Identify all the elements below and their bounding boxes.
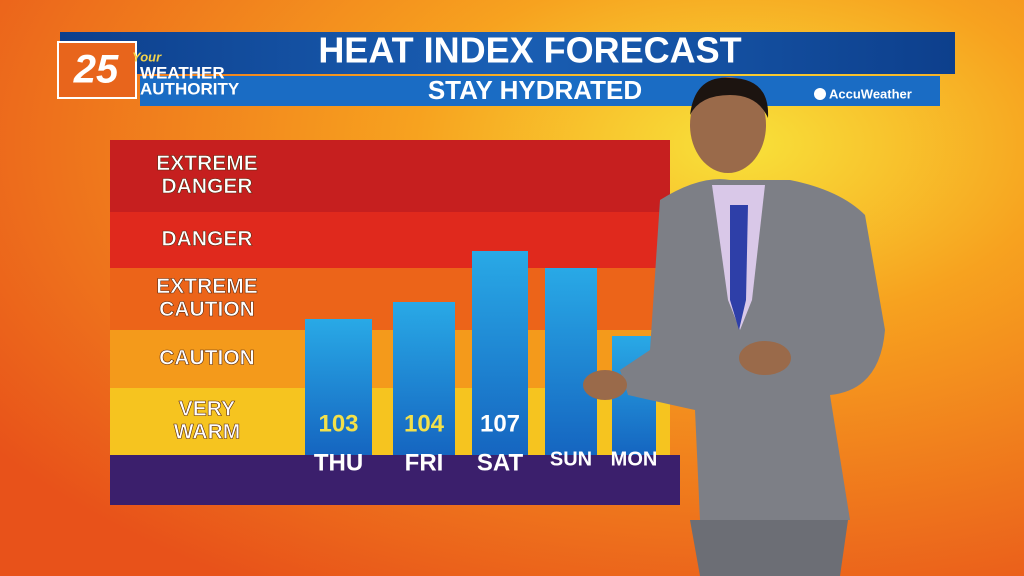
logo-line: AUTHORITY xyxy=(140,79,240,98)
bar xyxy=(393,302,455,455)
base xyxy=(110,455,680,505)
subtitle: STAY HYDRATED xyxy=(428,75,642,105)
band-label: EXTREME xyxy=(156,275,258,298)
bar xyxy=(545,268,597,455)
tie xyxy=(730,205,748,330)
presenter xyxy=(583,77,885,576)
band-label: EXTREME xyxy=(156,152,258,175)
logo-number: 25 xyxy=(73,48,119,92)
value-label: 107 xyxy=(480,410,520,437)
hand xyxy=(583,370,627,400)
x-tick-label: SUN xyxy=(550,448,592,470)
band-label: DANGER xyxy=(161,228,252,251)
trousers xyxy=(690,520,848,576)
hand xyxy=(739,341,791,375)
header-bar xyxy=(60,32,955,74)
x-tick-label: SAT xyxy=(477,449,524,476)
bar xyxy=(472,251,528,455)
band-label: CAUTION xyxy=(159,298,255,321)
band-label: DANGER xyxy=(161,175,252,198)
brand: AccuWeather xyxy=(829,86,912,101)
x-tick-label: MON xyxy=(611,448,658,470)
subheader-bar xyxy=(140,76,940,106)
title: HEAT INDEX FORECAST xyxy=(318,30,741,71)
hair xyxy=(690,77,769,118)
x-tick-label: THU xyxy=(314,449,363,476)
band-label: CAUTION xyxy=(159,347,255,370)
band-label: VERY xyxy=(179,398,235,421)
band-label: WARM xyxy=(174,421,241,444)
bar xyxy=(305,319,372,455)
value-label: 103 xyxy=(318,410,358,437)
chart: EXTREMEDANGERDANGEREXTREMECAUTIONCAUTION… xyxy=(110,140,680,505)
logo-line: WEATHER xyxy=(140,63,225,82)
logo-box xyxy=(57,41,137,99)
value-label: 104 xyxy=(404,410,445,437)
band xyxy=(110,140,670,212)
band xyxy=(110,212,670,268)
logo-your: Your xyxy=(132,49,162,64)
head xyxy=(690,77,766,173)
brand-icon xyxy=(814,88,826,100)
x-tick-label: FRI xyxy=(405,449,444,476)
